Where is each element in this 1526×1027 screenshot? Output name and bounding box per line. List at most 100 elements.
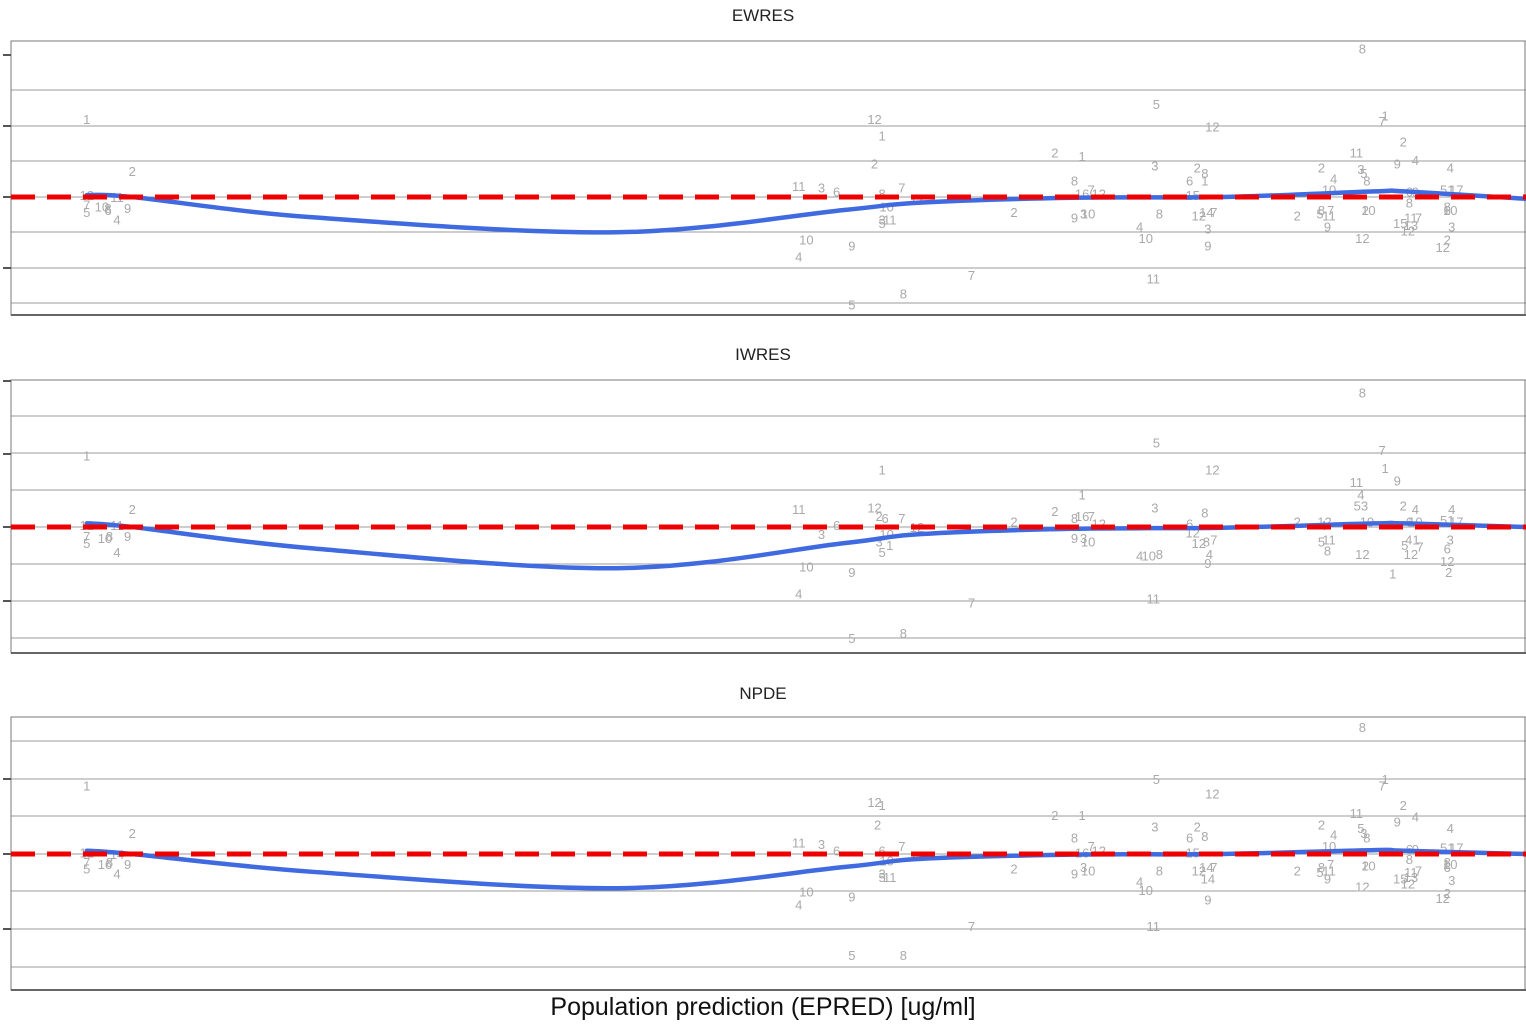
iwres-point-label: 7	[968, 595, 975, 610]
ewres-point-label: 2	[1051, 145, 1058, 160]
npde-point-label: 3	[818, 837, 825, 852]
npde-point-label: 13	[1404, 870, 1418, 885]
npde-point-label: 2	[1362, 858, 1369, 873]
ewres-point-label: 3	[879, 212, 886, 227]
iwres-point-label: 10	[98, 531, 112, 546]
npde-point-label: 4	[1136, 875, 1143, 890]
iwres-point-label: 2	[1445, 565, 1452, 580]
npde-point-label: 5	[848, 948, 855, 963]
ewres-point-label: 4	[795, 249, 802, 264]
npde-point-label: 8	[1071, 831, 1078, 846]
ewres-point-label: 6	[104, 203, 111, 218]
iwres-plot-frame	[10, 379, 1526, 654]
ewres-point-label: 11	[1350, 145, 1364, 160]
iwres-point-label: 5	[83, 536, 90, 551]
npde-point-label: 7	[1378, 779, 1385, 794]
ewres-point-label: 2	[1194, 160, 1201, 175]
ewres-point-label: 4	[1447, 160, 1454, 175]
ewres-point-label: 11	[1322, 209, 1336, 224]
ewres-point-label: 12	[1355, 231, 1369, 246]
ewres-point-label: 9	[1204, 238, 1211, 253]
iwres-point-label: 2	[1010, 515, 1017, 530]
npde-point-label: 2	[129, 826, 136, 841]
ewres-point-label: 10	[1139, 231, 1153, 246]
ewres-point-label: 3	[1448, 220, 1455, 235]
iwres-point-label: 3	[1080, 531, 1087, 546]
npde-point-label: 8	[1201, 829, 1208, 844]
ewres-point-label: 8	[1201, 166, 1208, 181]
iwres-point-label: 1	[1389, 567, 1396, 582]
iwres-point-label: 10	[1142, 549, 1156, 564]
ewres-point-label: 11	[792, 179, 806, 194]
iwres-point-label: 16	[1075, 509, 1089, 524]
ewres-point-label: 8	[1444, 199, 1451, 214]
npde-point-label: 12	[867, 795, 881, 810]
ewres-point-label: 5	[848, 298, 855, 313]
npde-point-label: 9	[1204, 893, 1211, 908]
npde-point-label: 10	[799, 885, 813, 900]
npde-point-label: 16	[98, 857, 112, 872]
iwres-point-label: 7	[1088, 509, 1095, 524]
ewres-point-label: 11	[1147, 272, 1161, 287]
npde-point-label: 8	[900, 948, 907, 963]
ewres-point-label: 5	[1360, 166, 1367, 181]
npde-point-label: 10	[1361, 858, 1375, 873]
iwres-point-label: 4	[1357, 488, 1364, 503]
ewres-point-label: 7	[1210, 205, 1217, 220]
iwres-point-label: 4	[1206, 547, 1213, 562]
npde-point-label: 4	[113, 867, 120, 882]
iwres-point-label: 9	[124, 529, 131, 544]
iwres-point-label: 12	[1192, 536, 1206, 551]
ewres-point-label: 3	[1204, 222, 1211, 237]
iwres-point-label: 8	[900, 626, 907, 641]
ewres-point-label: 2	[129, 164, 136, 179]
ewres-point-label: 8	[1406, 196, 1413, 211]
iwres-point-label: 3	[818, 527, 825, 542]
iwres-smooth-line	[84, 520, 1526, 571]
ewres-point-label: 8	[104, 201, 111, 216]
iwres-point-label: 1	[1078, 488, 1085, 503]
ewres-point-label: 3	[1357, 162, 1364, 177]
iwres-point-label: 9	[1394, 473, 1401, 488]
iwres-point-label: 12	[1440, 554, 1454, 569]
ewres-point-label: 9	[1324, 220, 1331, 235]
npde-point-label: 15	[1393, 871, 1407, 886]
iwres-point-label: 6	[833, 518, 840, 533]
npde-point-label: 9	[1071, 867, 1078, 882]
iwres-point-label: 9	[1071, 531, 1078, 546]
iwres-point-label: 2	[1294, 515, 1301, 530]
iwres-point-label: 5	[1153, 436, 1160, 451]
npde-point-label: 3	[1080, 860, 1087, 875]
npde-point-label: 7	[1210, 860, 1217, 875]
ewres-point-label: 7	[1088, 183, 1095, 198]
npde-point-label: 4	[1330, 827, 1337, 842]
ewres-point-label: 10	[1081, 207, 1095, 222]
ewres-point-label: 9	[124, 201, 131, 216]
npde-point-label: 12	[1355, 880, 1369, 895]
ewres-point-label: 9	[1394, 157, 1401, 172]
ewres-point-label: 8	[1156, 207, 1163, 222]
iwres-point-label: 4	[795, 586, 802, 601]
iwres-point-label: 7	[1378, 443, 1385, 458]
iwres-point-label: 12	[1205, 463, 1219, 478]
npde-point-label: 8	[1444, 855, 1451, 870]
ewres-point-label: 10	[1361, 203, 1375, 218]
npde-point-label: 1	[1381, 772, 1388, 787]
npde-point-label: 4	[795, 898, 802, 913]
iwres-point-label: 8	[106, 529, 113, 544]
npde-point-label: 3	[1360, 826, 1367, 841]
npde-point-label: 8	[106, 855, 113, 870]
npde-point-label: 10	[1139, 883, 1153, 898]
npde-point-label: 2	[1010, 862, 1017, 877]
ewres-point-label: 5	[1316, 207, 1323, 222]
iwres-point-label: 2	[1051, 504, 1058, 519]
ewres-point-label: 9	[1071, 210, 1078, 225]
ewres-point-label: 8	[1363, 173, 1370, 188]
npde-point-label: 4	[1412, 809, 1419, 824]
ewres-point-label: 8	[1318, 203, 1325, 218]
npde-point-label: 11	[1350, 806, 1364, 821]
iwres-point-label: 11	[1322, 533, 1336, 548]
iwres-point-label: 5	[879, 545, 886, 560]
ewres-point-label: 2	[1318, 160, 1325, 175]
